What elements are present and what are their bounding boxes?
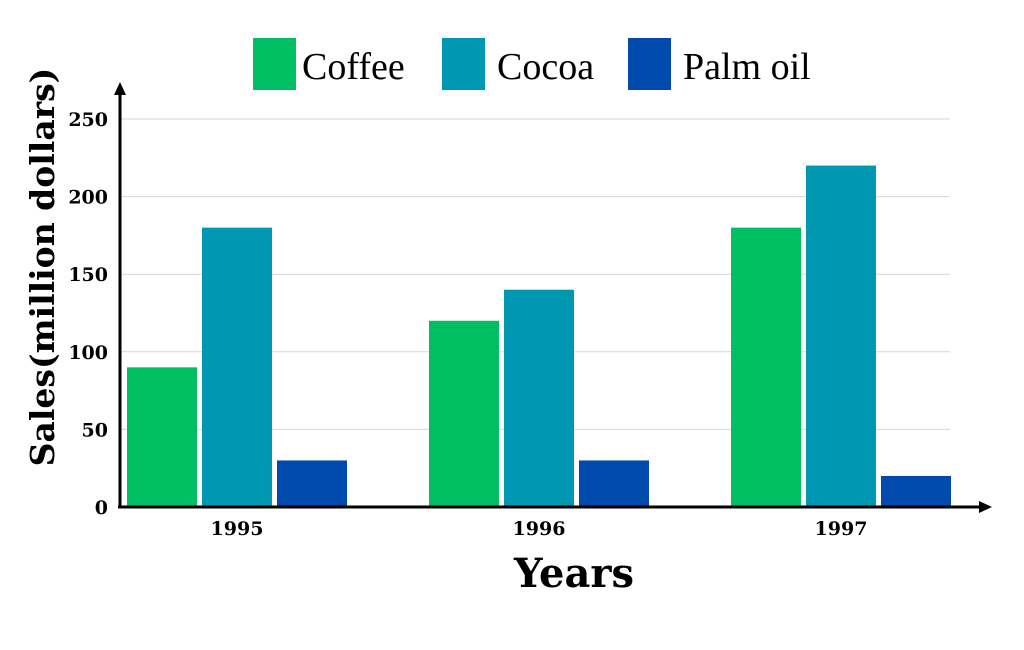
bar-palm-oil-1995 [277,460,347,507]
bar-cocoa-1997 [806,165,876,507]
x-tick-label: 1997 [815,518,868,540]
bar-palm-oil-1996 [579,460,649,507]
y-tick-label: 0 [95,497,108,519]
legend-label: Coffee [302,46,405,88]
legend-swatch-coffee [253,38,296,90]
bar-coffee-1997 [731,227,801,507]
y-tick-labels: 0 50 100 150 200 250 [68,109,108,519]
legend-label: Cocoa [497,46,594,88]
x-tick-labels: 1995 1996 1997 [211,518,868,540]
x-tick-label: 1996 [513,518,566,540]
bar-cocoa-1995 [202,227,272,507]
y-tick-label: 150 [68,264,108,286]
bar-palm-oil-1997 [881,475,951,507]
y-axis-title: Sales(million dollars) [23,68,62,467]
legend: Coffee Cocoa Palm oil [253,38,811,90]
y-tick-label: 250 [68,109,108,131]
bars [127,165,951,507]
x-tick-label: 1995 [211,518,264,540]
bar-coffee-1996 [429,320,499,507]
bar-cocoa-1996 [504,289,574,507]
legend-swatch-cocoa [442,38,485,90]
y-tick-label: 50 [82,419,108,441]
bar-coffee-1995 [127,367,197,507]
legend-swatch-palm-oil [628,38,671,90]
y-tick-label: 100 [68,342,108,364]
x-axis-arrowhead [979,501,992,513]
axes [114,82,992,513]
y-tick-label: 200 [68,187,108,209]
legend-label: Palm oil [683,46,811,88]
y-axis-arrowhead [114,82,126,95]
x-axis-title: Years [513,550,634,597]
